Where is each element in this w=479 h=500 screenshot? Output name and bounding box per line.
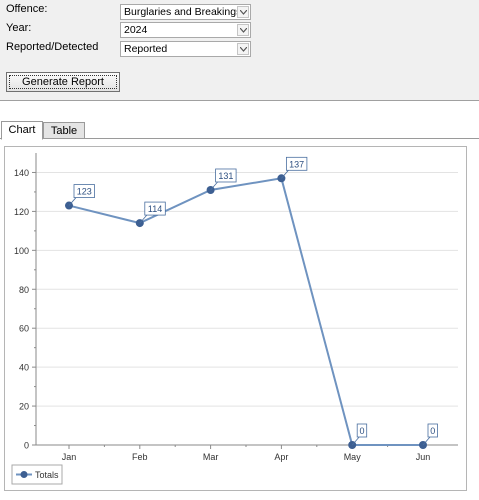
data-label: 123 <box>77 187 92 197</box>
x-tick-label: Jun <box>416 452 431 462</box>
legend-label: Totals <box>35 470 59 480</box>
y-tick-label: 140 <box>14 168 29 178</box>
year-label: Year: <box>6 22 32 34</box>
line-chart: 0 20 40 60 80 100 120 140 Jan Feb Mar Apr May Jun 123 1… <box>11 153 458 485</box>
chevron-down-icon[interactable] <box>237 6 249 18</box>
chevron-down-icon[interactable] <box>237 24 249 36</box>
data-label: 0 <box>359 426 364 436</box>
data-label-box <box>356 423 368 438</box>
data-label-box <box>285 156 308 171</box>
data-label-box <box>73 184 95 198</box>
y-tick-label: 40 <box>19 363 29 373</box>
data-label-leader <box>281 170 289 179</box>
year-select[interactable]: 2024 <box>120 22 251 38</box>
data-label-leader <box>210 181 218 191</box>
series-line <box>68 177 423 446</box>
offence-select-value: Burglaries and Breakings <box>124 6 242 18</box>
view-tabs: Chart Table <box>0 121 479 140</box>
data-label: 0 <box>430 426 435 436</box>
chevron-down-icon[interactable] <box>237 43 249 55</box>
data-label-leader <box>139 214 148 224</box>
tab-table[interactable]: Table <box>43 122 85 139</box>
y-tick-label: 60 <box>19 324 29 334</box>
legend-marker <box>20 471 28 478</box>
reported-detected-select[interactable]: Reported <box>120 41 251 57</box>
reported-detected-label: Reported/Detected <box>6 41 99 53</box>
y-tick-label: 20 <box>19 402 29 412</box>
reported-detected-select-value: Reported <box>124 43 168 55</box>
y-tick-label: 120 <box>14 207 29 217</box>
y-tick-label: 80 <box>19 285 29 295</box>
data-label: 137 <box>289 159 304 169</box>
tab-chart[interactable]: Chart <box>1 121 43 140</box>
y-tick-label: 100 <box>14 246 29 256</box>
chart-panel: 0 20 40 60 80 100 120 140 Jan Feb Mar Apr May Jun 123 1… <box>4 146 467 491</box>
y-tick-label: 0 <box>24 441 29 451</box>
data-label-leader <box>422 436 431 446</box>
x-tick-label: May <box>344 452 362 462</box>
x-tick-label: Feb <box>132 452 148 462</box>
legend-box <box>11 464 63 485</box>
data-label-leader <box>351 436 360 446</box>
offence-select[interactable]: Burglaries and Breakings <box>120 4 251 20</box>
offence-label: Offence: <box>6 3 48 15</box>
data-label: 114 <box>148 204 162 214</box>
generate-report-button[interactable]: Generate Report <box>6 72 120 92</box>
x-tick-label: Jan <box>62 452 77 462</box>
data-label-box <box>427 423 438 438</box>
x-tick-label: Mar <box>203 452 219 462</box>
report-form: Offence: Burglaries and Breakings Year: … <box>0 0 479 101</box>
x-tick-label: Apr <box>274 452 288 462</box>
data-label-box <box>215 168 237 183</box>
data-label-box <box>144 201 166 216</box>
year-select-value: 2024 <box>124 24 148 36</box>
data-label-leader <box>68 197 77 206</box>
data-label: 131 <box>218 171 233 181</box>
